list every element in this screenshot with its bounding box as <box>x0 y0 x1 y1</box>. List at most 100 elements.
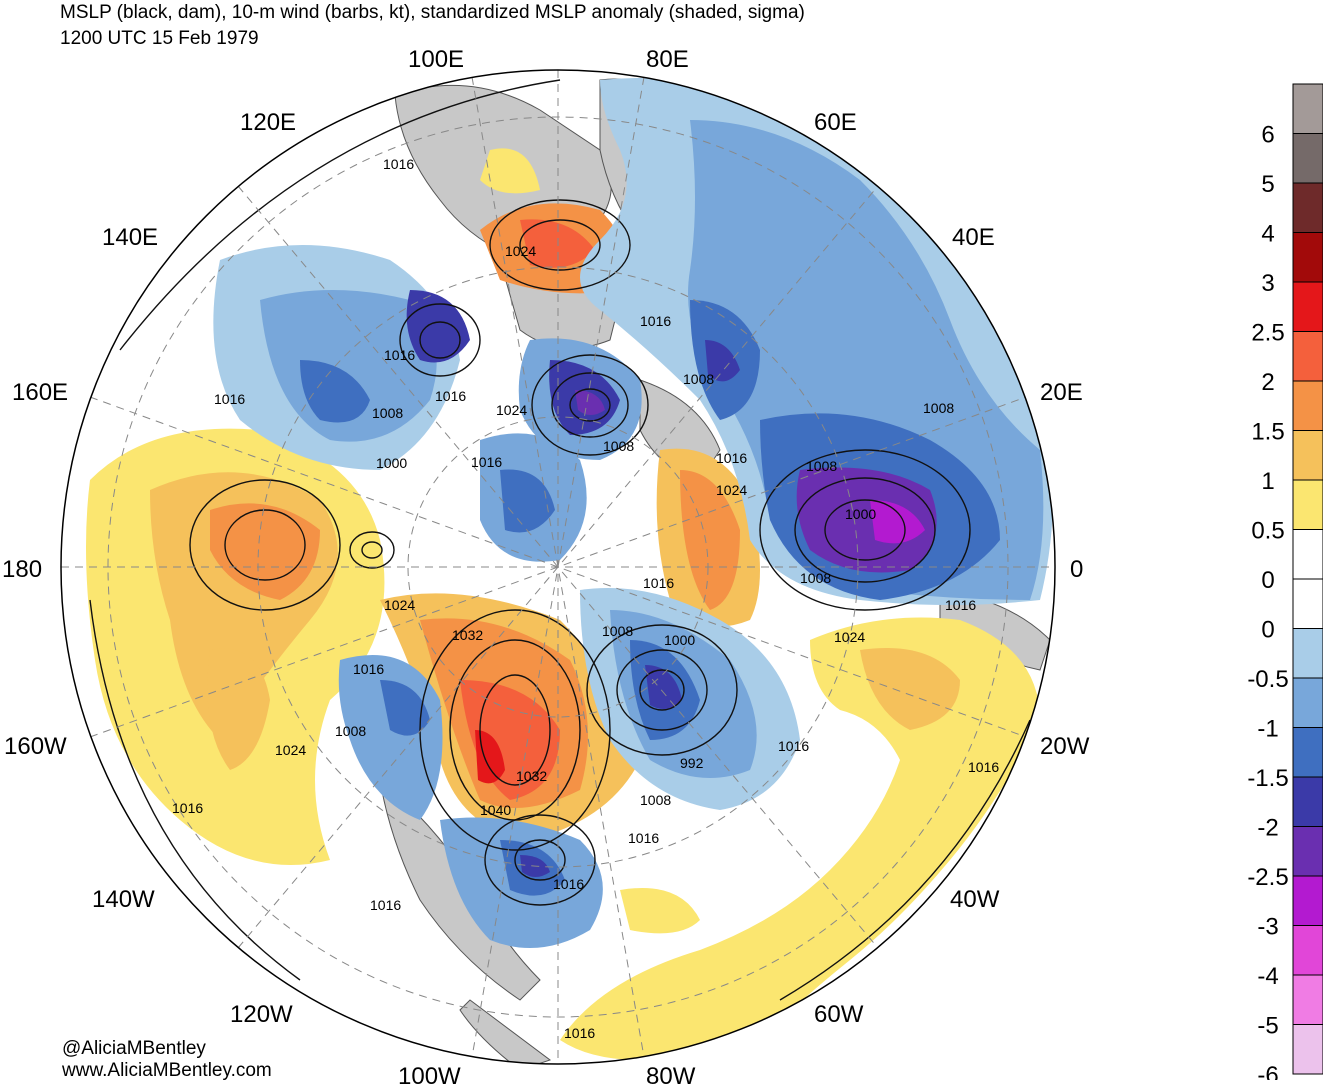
map-border <box>60 69 1056 1065</box>
colorbar-label: -1.5 <box>1247 765 1288 792</box>
isobar-label: 1016 <box>370 897 401 913</box>
colorbar-box <box>1292 1024 1323 1075</box>
isobar-label: 1008 <box>806 458 837 474</box>
lon-label-100e: 100E <box>408 46 464 73</box>
graticule <box>61 70 1055 1064</box>
credit-twitter: @AliciaMBentley <box>62 1038 206 1059</box>
colorbar-label: -5 <box>1257 1013 1278 1040</box>
colorbar-label: 0.5 <box>1251 518 1284 545</box>
isobar-label: 1016 <box>564 1025 595 1041</box>
colorbar-box <box>1292 974 1323 1025</box>
colorbar-label: 3 <box>1261 270 1274 297</box>
map-title: MSLP (black, dam), 10-m wind (barbs, kt)… <box>60 0 805 52</box>
isobar-label: 1016 <box>172 800 203 816</box>
colorbar-label: -2 <box>1257 815 1278 842</box>
isobar-label: 1000 <box>845 506 876 522</box>
colorbar-label: -1 <box>1257 716 1278 743</box>
isobar-label: 1000 <box>376 455 407 471</box>
isobar-label: 1016 <box>353 661 384 677</box>
isobar-label: 1016 <box>945 597 976 613</box>
isobar-label: 1008 <box>603 438 634 454</box>
isobar-label: 1032 <box>516 768 547 784</box>
colorbar-label: 1 <box>1261 468 1274 495</box>
lon-label-60e: 60E <box>814 109 857 136</box>
isobar-label: 1024 <box>716 482 747 498</box>
colorbar-label: 5 <box>1261 171 1274 198</box>
isobar-label: 1024 <box>834 629 865 645</box>
colorbar-box <box>1292 578 1323 629</box>
colorbar-box <box>1292 430 1323 481</box>
longitude-labels: 100E 80E 120E 60E 140E 40E 160E 20E 180 … <box>2 46 1090 1086</box>
title-line-2: 1200 UTC 15 Feb 1979 <box>60 28 259 49</box>
map-disc <box>61 70 1055 1064</box>
isobar-label: 1024 <box>505 243 536 259</box>
colorbar-box <box>1292 529 1323 580</box>
lon-label-120w: 120W <box>230 1001 293 1028</box>
colorbar-box <box>1292 133 1323 184</box>
isobar-label: 1016 <box>471 454 502 470</box>
isobar-label: 1000 <box>664 632 695 648</box>
lon-label-160w: 160W <box>4 733 67 760</box>
mslp-isobars <box>89 79 1031 1001</box>
negative-anomaly-shading <box>213 78 1054 948</box>
polar-map: 100E 80E 120E 60E 140E 40E 160E 20E 180 … <box>2 46 1090 1086</box>
lon-label-80e: 80E <box>646 46 689 73</box>
lon-label-20e: 20E <box>1040 379 1083 406</box>
isobar-label: 1008 <box>640 792 671 808</box>
isobar-labels: 1016 1024 1016 1016 1016 1008 1024 1008 … <box>172 156 999 1041</box>
isobar-label: 1008 <box>372 405 403 421</box>
colorbar-label: -6 <box>1257 1062 1278 1080</box>
colorbar-box <box>1292 925 1323 976</box>
isobar-label: 1008 <box>923 400 954 416</box>
colorbar-boxes <box>1292 83 1323 1075</box>
lon-label-180: 180 <box>2 556 42 583</box>
colorbar-label: -3 <box>1257 914 1278 941</box>
colorbar-box <box>1292 875 1323 926</box>
isobar-label: 1016 <box>383 156 414 172</box>
colorbar-label: 2 <box>1261 369 1274 396</box>
isobar-label: 1008 <box>335 723 366 739</box>
isobar-label: 1024 <box>496 402 527 418</box>
lon-label-0: 0 <box>1070 556 1083 583</box>
colorbar-label: 6 <box>1261 122 1274 149</box>
colorbar-box <box>1292 331 1323 382</box>
lon-label-120e: 120E <box>240 109 296 136</box>
isobar-label: 1016 <box>214 391 245 407</box>
colorbar-box <box>1292 776 1323 827</box>
isobar-label: 1040 <box>480 802 511 818</box>
isobar-label: 1016 <box>716 450 747 466</box>
credit-website: www.AliciaMBentley.com <box>62 1060 272 1081</box>
isobar-label: 1016 <box>628 830 659 846</box>
isobar-label: 1016 <box>968 759 999 775</box>
colorbar-box <box>1292 628 1323 679</box>
lon-label-60w: 60W <box>814 1001 864 1028</box>
credits: @AliciaMBentley www.AliciaMBentley.com <box>62 1038 272 1082</box>
colorbar-box <box>1292 826 1323 877</box>
isobar-label: 1024 <box>275 742 306 758</box>
isobar-label: 1008 <box>683 371 714 387</box>
lon-label-80w: 80W <box>646 1063 696 1086</box>
colorbar-label: 0 <box>1261 617 1274 644</box>
lon-label-160e: 160E <box>12 379 68 406</box>
colorbar-box <box>1292 83 1323 134</box>
colorbar: 6 5 4 3 2.5 2 1.5 1 0.5 0 0 -0.5 -1 -1.5 -2 -2.5 -3 -4 -5 -… <box>1247 83 1323 1081</box>
colorbar-box <box>1292 479 1323 530</box>
colorbar-box <box>1292 182 1323 233</box>
isobar-label: 1016 <box>643 575 674 591</box>
colorbar-box <box>1292 677 1323 728</box>
colorbar-label: -4 <box>1257 963 1278 990</box>
isobar-label: 1016 <box>640 313 671 329</box>
isobar-label: 1016 <box>553 876 584 892</box>
lon-label-140e: 140E <box>102 224 158 251</box>
colorbar-labels: 6 5 4 3 2.5 2 1.5 1 0.5 0 0 -0.5 -1 -1.5 -2 -2.5 -3 -4 -5 -… <box>1247 122 1288 1081</box>
colorbar-box <box>1292 380 1323 431</box>
isobar-label: 1016 <box>778 738 809 754</box>
colorbar-label: 0 <box>1261 567 1274 594</box>
isobar-label: 992 <box>680 755 704 771</box>
isobar-label: 1008 <box>602 623 633 639</box>
isobar-label: 1032 <box>452 627 483 643</box>
colorbar-box <box>1292 727 1323 778</box>
lon-label-40w: 40W <box>950 886 1000 913</box>
lon-label-100w: 100W <box>398 1063 461 1086</box>
lon-label-40e: 40E <box>952 224 995 251</box>
